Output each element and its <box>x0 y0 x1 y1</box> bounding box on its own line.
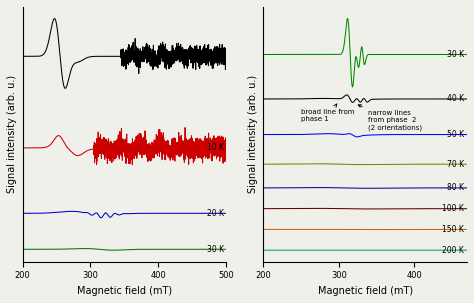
Text: 10 K: 10 K <box>207 143 224 152</box>
Y-axis label: Signal intensity (arb. u.): Signal intensity (arb. u.) <box>248 75 258 193</box>
Text: 150 K: 150 K <box>442 225 464 234</box>
Text: 70 K: 70 K <box>447 160 464 169</box>
Text: narrow lines
from phase  2
(2 orientations): narrow lines from phase 2 (2 orientation… <box>358 105 422 131</box>
X-axis label: Magnetic field (mT): Magnetic field (mT) <box>318 286 413 296</box>
Text: 40 K: 40 K <box>447 95 464 103</box>
Text: 200 K: 200 K <box>442 246 464 255</box>
Y-axis label: Signal intensity (arb. u.): Signal intensity (arb. u.) <box>7 75 17 193</box>
Text: broad line from
phase 1: broad line from phase 1 <box>301 104 355 122</box>
X-axis label: Magnetic field (mT): Magnetic field (mT) <box>77 286 172 296</box>
Text: 50 K: 50 K <box>447 130 464 139</box>
Text: 4 K: 4 K <box>212 52 224 61</box>
Text: 100 K: 100 K <box>442 204 464 213</box>
Text: 80 K: 80 K <box>447 183 464 192</box>
Text: 30 K: 30 K <box>207 245 224 254</box>
Text: 20 K: 20 K <box>207 209 224 218</box>
Text: 30 K: 30 K <box>447 50 464 59</box>
